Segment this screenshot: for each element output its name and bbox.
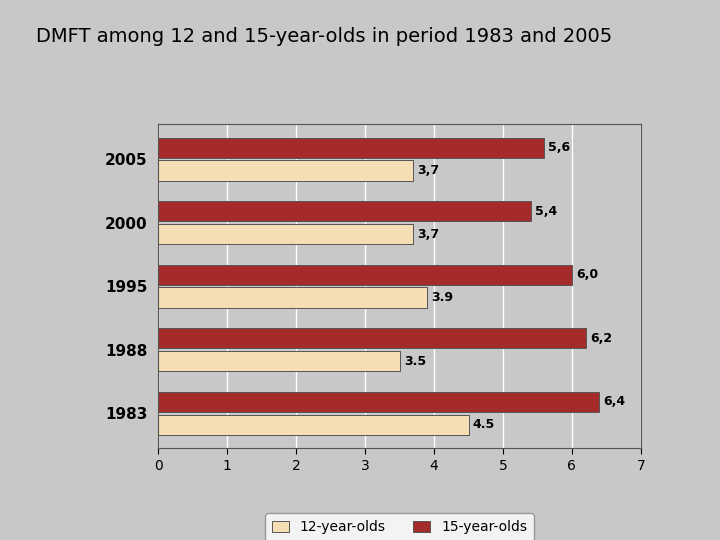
- Text: 5,4: 5,4: [535, 205, 557, 218]
- Bar: [158, 224, 413, 244]
- Text: 3,7: 3,7: [418, 227, 440, 241]
- Bar: [158, 160, 413, 181]
- Bar: [158, 392, 600, 412]
- Text: 3.9: 3.9: [431, 291, 454, 304]
- Bar: [158, 265, 572, 285]
- Bar: [158, 287, 427, 308]
- Bar: [158, 415, 469, 435]
- Text: 5,6: 5,6: [549, 141, 570, 154]
- Bar: [158, 138, 544, 158]
- Text: 3,7: 3,7: [418, 164, 440, 177]
- Text: 6,2: 6,2: [590, 332, 612, 345]
- Text: 3.5: 3.5: [404, 355, 426, 368]
- Bar: [158, 201, 531, 221]
- Bar: [158, 328, 585, 348]
- Text: DMFT among 12 and 15-year-olds in period 1983 and 2005: DMFT among 12 and 15-year-olds in period…: [36, 27, 612, 46]
- Legend: 12-year-olds, 15-year-olds: 12-year-olds, 15-year-olds: [265, 514, 534, 540]
- Bar: [158, 351, 400, 372]
- Text: 4.5: 4.5: [472, 418, 495, 431]
- Text: 6,0: 6,0: [576, 268, 598, 281]
- Text: 6,4: 6,4: [603, 395, 626, 408]
